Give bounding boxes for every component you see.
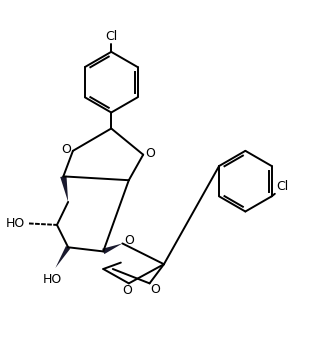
Text: O: O xyxy=(122,284,132,297)
Polygon shape xyxy=(102,243,123,254)
Text: O: O xyxy=(124,234,134,248)
Text: Cl: Cl xyxy=(277,180,289,193)
Polygon shape xyxy=(55,246,70,268)
Text: HO: HO xyxy=(6,217,25,230)
Text: O: O xyxy=(150,283,160,295)
Text: O: O xyxy=(62,143,72,156)
Text: HO: HO xyxy=(43,273,62,287)
Polygon shape xyxy=(60,176,68,202)
Text: Cl: Cl xyxy=(105,30,117,43)
Text: O: O xyxy=(145,147,155,159)
